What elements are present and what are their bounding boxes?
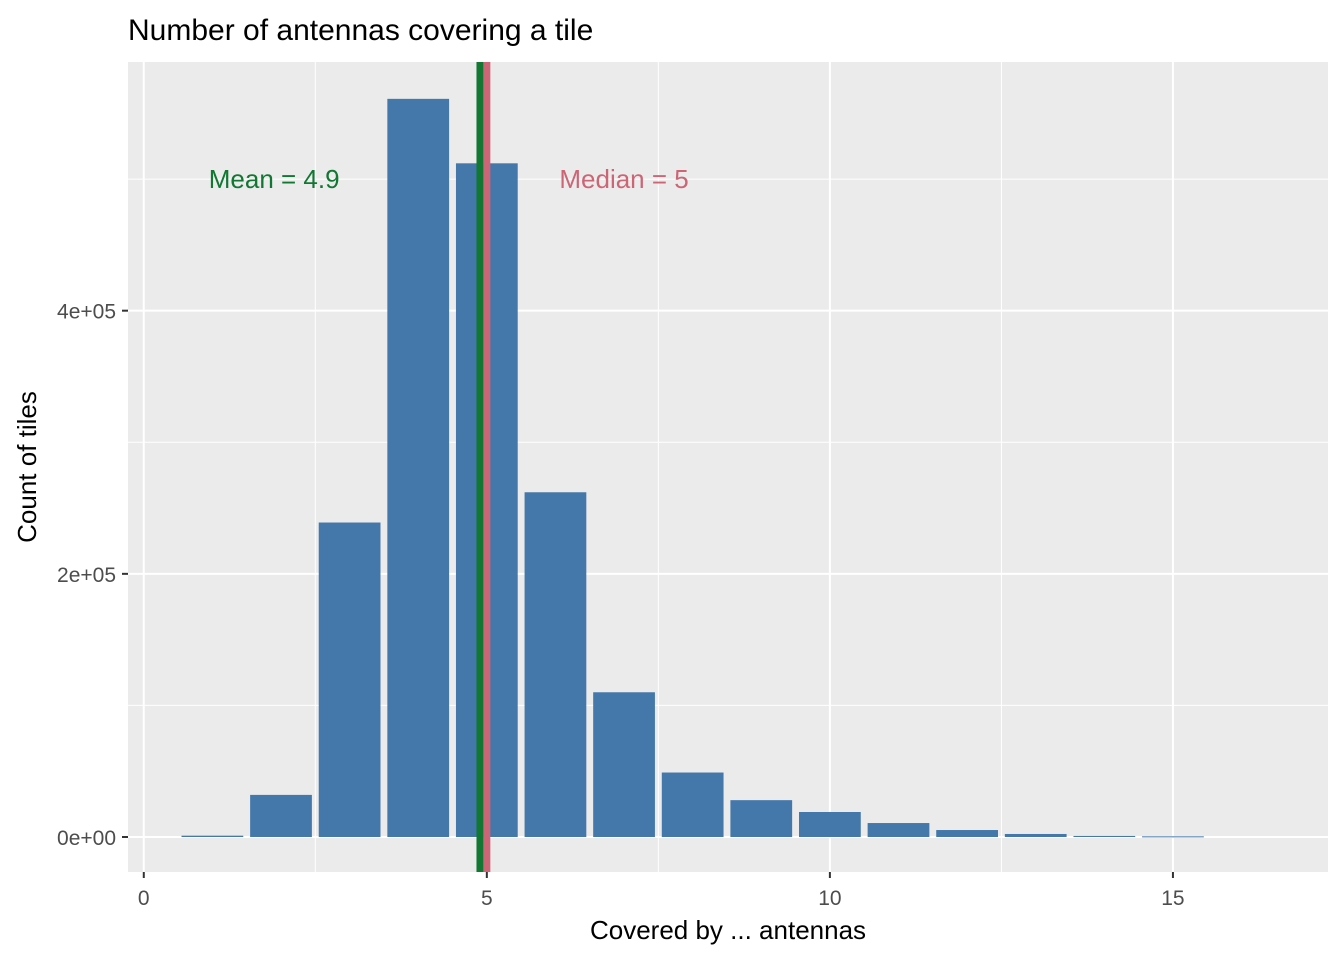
bar-9 (730, 800, 793, 837)
mean-label: Mean = 4.9 (209, 164, 340, 194)
bar-3 (318, 522, 381, 837)
bar-11 (867, 823, 930, 837)
x-tick-label: 5 (481, 887, 493, 910)
bar-4 (387, 98, 450, 837)
bar-8 (661, 772, 724, 837)
bar-12 (936, 830, 998, 837)
bar-2 (250, 794, 312, 837)
bar-7 (593, 692, 655, 837)
bar-15 (1142, 836, 1204, 838)
x-tick-label: 15 (1161, 887, 1184, 910)
y-tick-label: 2e+05 (57, 564, 116, 587)
bar-1 (181, 835, 244, 837)
x-axis-label: Covered by ... antennas (590, 915, 866, 945)
median-label: Median = 5 (559, 164, 688, 194)
y-tick-label: 0e+00 (57, 827, 116, 850)
chart-title: Number of antennas covering a tile (128, 14, 593, 47)
y-tick-label: 4e+05 (57, 301, 116, 324)
reference-lines: Mean = 4.9 Median = 5 (209, 62, 689, 872)
bar-14 (1073, 835, 1136, 837)
bar-10 (799, 812, 861, 837)
x-tick-label: 0 (138, 887, 150, 910)
bars (181, 98, 1204, 838)
axes: 0 5 10 15 0e+00 2e+05 4e+05 (57, 301, 1185, 910)
bar-6 (524, 492, 587, 837)
bar-13 (1004, 833, 1067, 837)
x-tick-label: 10 (818, 887, 841, 910)
y-axis-label: Count of tiles (12, 391, 42, 543)
